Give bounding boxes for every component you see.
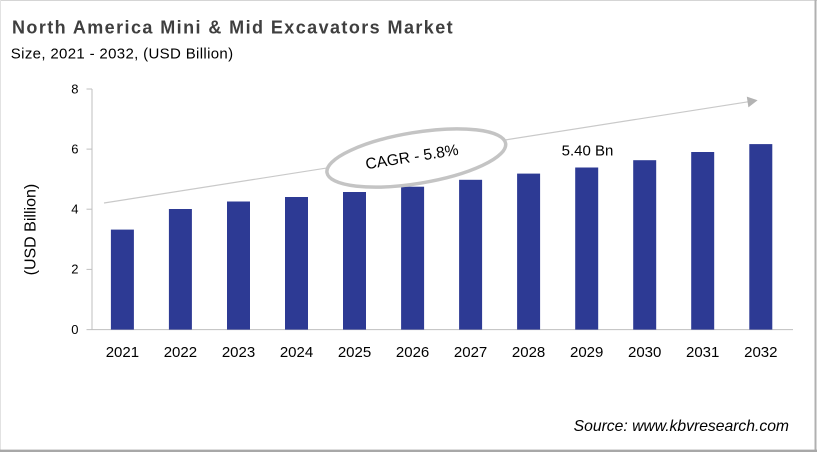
svg-text:5.40 Bn: 5.40 Bn [562, 143, 614, 160]
svg-text:2: 2 [71, 262, 78, 277]
svg-text:2028: 2028 [512, 344, 545, 361]
svg-text:Source: www.kbvresearch.com: Source: www.kbvresearch.com [574, 418, 789, 435]
svg-text:0: 0 [71, 322, 78, 337]
svg-text:2021: 2021 [106, 344, 139, 361]
svg-text:4: 4 [71, 202, 78, 217]
svg-text:North America Mini & Mid Excav: North America Mini & Mid Excavators Mark… [12, 18, 454, 38]
svg-text:2022: 2022 [164, 344, 197, 361]
svg-text:2030: 2030 [628, 344, 661, 361]
svg-text:2029: 2029 [570, 344, 603, 361]
svg-text:2024: 2024 [280, 344, 313, 361]
svg-text:2023: 2023 [222, 344, 255, 361]
svg-text:2032: 2032 [744, 344, 777, 361]
svg-text:2031: 2031 [686, 344, 719, 361]
svg-text:2026: 2026 [396, 344, 429, 361]
svg-text:8: 8 [71, 81, 78, 96]
svg-text:2027: 2027 [454, 344, 487, 361]
svg-text:(USD Billion): (USD Billion) [23, 184, 40, 276]
svg-text:Size, 2021 - 2032, (USD Billio: Size, 2021 - 2032, (USD Billion) [11, 46, 234, 63]
svg-text:6: 6 [71, 141, 78, 156]
svg-text:2025: 2025 [338, 344, 371, 361]
